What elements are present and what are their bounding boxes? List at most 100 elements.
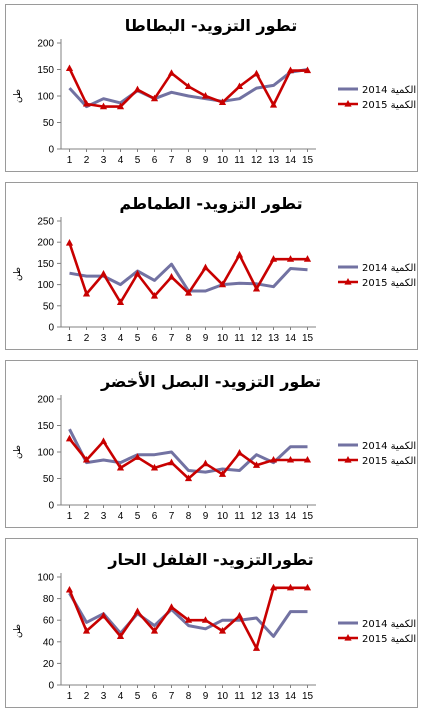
- series-point-1: [133, 85, 142, 93]
- x-tick-label: 15: [302, 511, 314, 522]
- chart-panel-green-onion: تطور التزويد- البصل الأخضر 0 50 100 150 200 طن…: [5, 360, 418, 528]
- legend-label-1: الكمية 2015: [362, 100, 416, 111]
- series-point-1: [303, 66, 312, 74]
- x-tick-label: 15: [302, 155, 314, 166]
- x-tick-label: 10: [217, 511, 229, 522]
- x-tick-label: 4: [118, 333, 124, 344]
- y-axis-label: طن: [13, 624, 23, 638]
- x-tick-label: 4: [118, 511, 124, 522]
- x-tick-label: 8: [186, 333, 192, 344]
- series-point-1: [218, 98, 227, 105]
- x-tick-label: 2: [84, 511, 90, 522]
- x-tick-label: 3: [101, 155, 107, 166]
- x-tick-label: 1: [67, 333, 73, 344]
- y-tick-label: 100: [37, 280, 54, 291]
- y-tick-label: 150: [37, 259, 54, 270]
- y-tick-label: 250: [37, 217, 54, 228]
- x-tick-label: 8: [186, 511, 192, 522]
- y-tick-label: 50: [43, 301, 55, 312]
- x-tick-label: 11: [234, 511, 245, 522]
- x-tick-label: 6: [152, 691, 158, 702]
- series-point-1: [269, 255, 278, 262]
- series-point-1: [133, 453, 142, 460]
- series-point-1: [252, 284, 261, 292]
- x-tick-label: 7: [169, 333, 175, 344]
- x-tick-label: 4: [118, 155, 124, 166]
- x-tick-label: 5: [135, 511, 141, 522]
- x-tick-label: 13: [268, 333, 280, 344]
- x-tick-label: 1: [67, 691, 73, 702]
- series-point-1: [269, 101, 278, 108]
- series-point-1: [82, 99, 91, 107]
- x-tick-label: 5: [135, 691, 141, 702]
- chart-title: تطور التزويد- البطاطا: [125, 16, 297, 35]
- y-tick-label: 100: [37, 92, 54, 103]
- x-tick-label: 9: [203, 511, 209, 522]
- y-tick-label: 20: [43, 659, 55, 670]
- x-tick-label: 1: [67, 511, 73, 522]
- series-point-1: [184, 474, 193, 482]
- x-tick-label: 5: [135, 333, 141, 344]
- series-point-1: [65, 585, 74, 593]
- x-tick-label: 1: [67, 155, 73, 166]
- x-tick-label: 10: [217, 155, 229, 166]
- chart-panel-hot-pepper: تطورالتزويد- الفلفل الحار 0 20 40 60 80 100 طن 1…: [5, 538, 418, 708]
- x-tick-label: 9: [203, 333, 209, 344]
- x-tick-label: 7: [169, 691, 175, 702]
- chart-svg-tomato: تطور التزويد- الطماطم 0 50 100 150 200 250 طن 1 2…: [13, 194, 416, 344]
- y-tick-label: 150: [37, 65, 54, 76]
- y-tick-label: 0: [48, 145, 54, 156]
- series-point-1: [116, 632, 125, 639]
- y-tick-label: 100: [37, 448, 54, 459]
- series-point-1: [201, 459, 210, 467]
- x-tick-label: 11: [234, 155, 245, 166]
- series-point-1: [303, 583, 312, 591]
- series-point-1: [235, 449, 244, 456]
- x-tick-label: 10: [217, 691, 229, 702]
- series-point-1: [150, 627, 159, 634]
- chart-svg-hot-pepper: تطورالتزويد- الفلفل الحار 0 20 40 60 80 100 طن 1…: [13, 550, 416, 702]
- x-tick-label: 14: [285, 691, 297, 702]
- y-tick-label: 200: [37, 238, 54, 249]
- x-tick-label: 2: [84, 155, 90, 166]
- series-point-1: [286, 255, 295, 262]
- x-tick-label: 14: [285, 511, 297, 522]
- x-tick-label: 11: [234, 333, 245, 344]
- series-point-1: [99, 437, 108, 444]
- x-tick-label: 12: [251, 691, 263, 702]
- x-tick-label: 10: [217, 333, 229, 344]
- series-point-1: [150, 463, 159, 471]
- series-point-1: [235, 611, 244, 619]
- series-point-1: [65, 434, 74, 442]
- x-tick-label: 2: [84, 333, 90, 344]
- y-axis-label: طن: [13, 89, 23, 103]
- series-point-1: [167, 272, 176, 280]
- x-tick-label: 4: [118, 691, 124, 702]
- y-tick-label: 0: [48, 681, 54, 692]
- y-axis-label: طن: [13, 445, 23, 459]
- x-tick-label: 8: [186, 691, 192, 702]
- series-point-1: [286, 66, 295, 74]
- series-point-1: [65, 64, 74, 72]
- chart-title: تطورالتزويد- الفلفل الحار: [107, 550, 313, 569]
- y-tick-label: 0: [48, 323, 54, 334]
- chart-panel-potato: تطور التزويد- البطاطا 0 50 100 150 200 طن 1 2 3 4 5…: [5, 4, 418, 172]
- chart-title: تطور التزويد- الطماطم: [119, 194, 302, 213]
- legend-label-0: الكمية 2014: [362, 263, 416, 274]
- series-line-0: [68, 592, 308, 638]
- x-tick-label: 6: [152, 511, 158, 522]
- legend-label-0: الكمية 2014: [362, 85, 416, 96]
- x-tick-label: 13: [268, 155, 280, 166]
- x-tick-label: 7: [169, 155, 175, 166]
- x-tick-label: 13: [268, 511, 280, 522]
- y-tick-label: 200: [37, 395, 54, 406]
- series-point-1: [269, 583, 278, 591]
- x-tick-label: 14: [285, 333, 297, 344]
- series-line-0: [68, 68, 308, 109]
- series-point-1: [82, 627, 91, 634]
- series-line-1: [68, 437, 308, 480]
- series-point-1: [201, 263, 210, 271]
- y-tick-label: 0: [48, 501, 54, 512]
- x-tick-label: 9: [203, 155, 209, 166]
- series-point-1: [150, 292, 159, 299]
